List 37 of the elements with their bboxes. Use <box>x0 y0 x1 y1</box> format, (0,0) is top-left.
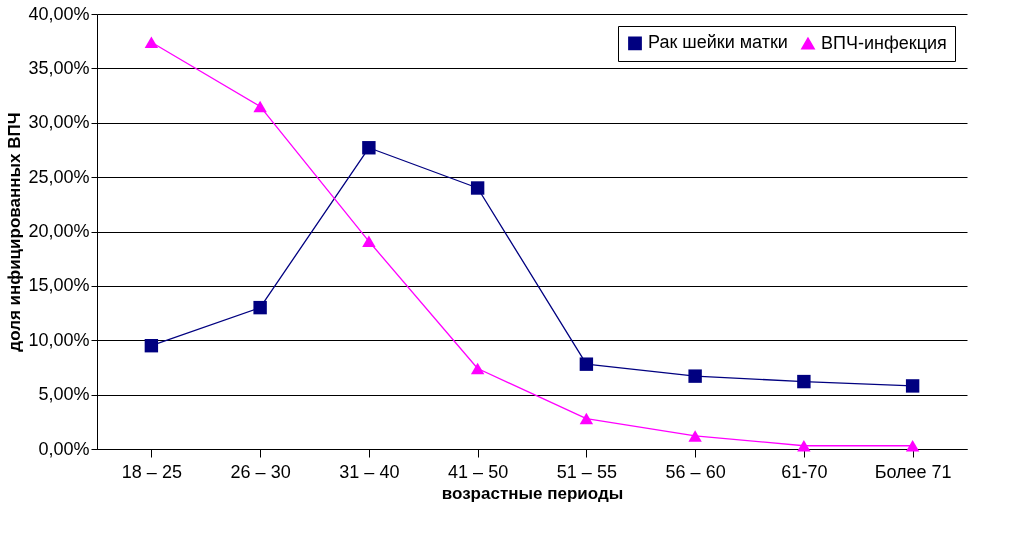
point <box>253 300 267 315</box>
y-tick-label: 30,00% <box>28 112 90 133</box>
y-tick-label: 40,00% <box>28 3 90 24</box>
y-tick-label: 0,00% <box>38 438 90 459</box>
point <box>688 430 702 442</box>
point <box>688 369 702 383</box>
point <box>579 357 594 371</box>
x-tick-label: 41 – 50 <box>448 461 509 482</box>
x-tick-label: 18 – 25 <box>121 461 182 482</box>
point <box>362 141 376 155</box>
point <box>253 100 267 113</box>
x-tick-label: Более 71 <box>874 461 952 482</box>
x-tick-label: 61-70 <box>781 461 828 482</box>
point <box>144 338 159 353</box>
point <box>905 439 920 452</box>
y-tick-label: 5,00% <box>38 384 90 405</box>
y-tick-label: 20,00% <box>28 221 90 241</box>
point <box>579 412 594 425</box>
y-tick-label: 10,00% <box>28 329 90 350</box>
x-tick-label: 31 – 40 <box>339 461 400 482</box>
point <box>470 362 485 375</box>
x-tick-label: 56 – 60 <box>665 461 726 482</box>
point <box>905 379 920 393</box>
y-tick-label: 25,00% <box>28 166 90 187</box>
legend-label: Рак шейки матки <box>648 32 788 53</box>
point <box>797 374 811 389</box>
point <box>362 235 376 248</box>
point <box>797 439 811 452</box>
legend-label: ВПЧ-инфекция <box>821 32 947 53</box>
x-axis-title: возрастные периоды <box>441 483 624 503</box>
x-tick-label: 26 – 30 <box>230 461 291 482</box>
y-tick-label: 15,00% <box>28 275 90 296</box>
y-tick-label: 35,00% <box>28 57 90 78</box>
y-axis-title: доля инфицированных ВПЧ <box>5 112 25 352</box>
point <box>144 36 159 49</box>
x-tick-label: 51 – 55 <box>556 461 617 482</box>
point <box>470 181 485 195</box>
